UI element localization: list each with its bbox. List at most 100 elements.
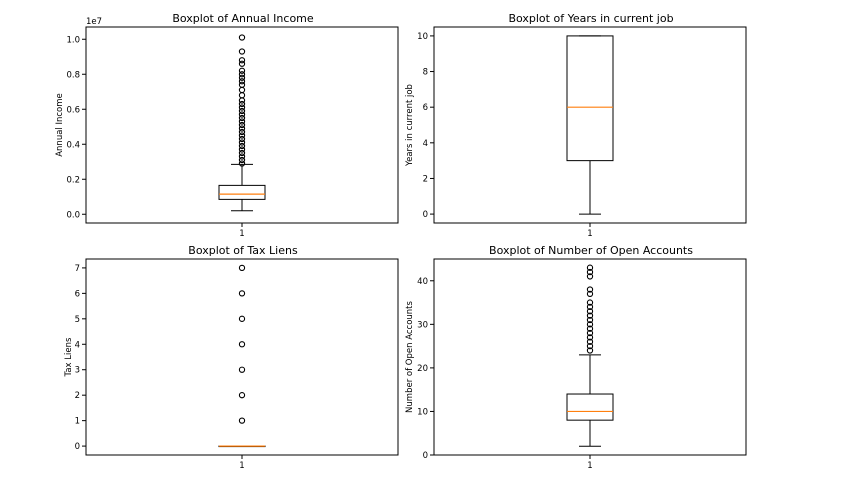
- y-tick-label: 0: [423, 451, 428, 461]
- outlier-point: [238, 135, 246, 143]
- chart-title: Boxplot of Years in current job: [508, 12, 673, 25]
- y-tick-label: 4: [75, 340, 80, 350]
- outlier-point: [586, 273, 594, 280]
- y-tick-label: 2: [423, 174, 428, 184]
- y-tick-label: 0.2: [66, 175, 80, 185]
- outlier-point: [238, 86, 246, 94]
- outlier-point: [238, 146, 246, 153]
- outlier-point: [238, 149, 246, 157]
- outlier-point: [238, 392, 246, 399]
- outlier-point: [238, 121, 246, 129]
- outlier-point: [238, 57, 246, 64]
- chart-title: Boxplot of Annual Income: [172, 12, 314, 25]
- outlier-point: [238, 78, 246, 85]
- y-tick-label: 4: [423, 139, 428, 149]
- y-tick-label: 0: [423, 210, 428, 220]
- outlier-point: [586, 334, 594, 341]
- outlier-point: [238, 156, 246, 164]
- outlier-point: [238, 67, 246, 74]
- y-tick-label: 7: [75, 264, 80, 274]
- x-tick-label: 1: [587, 461, 592, 471]
- x-tick-label: 1: [239, 461, 244, 471]
- outlier-point: [586, 329, 594, 337]
- outlier-point: [238, 139, 246, 146]
- panel-number-of-open-accounts: Boxplot of Number of Open Accounts Numbe…: [405, 244, 747, 471]
- outlier-point: [238, 160, 246, 167]
- y-tick-label: 0: [75, 442, 80, 452]
- outlier-point: [238, 142, 246, 150]
- box: [218, 184, 266, 200]
- outlier-point: [586, 321, 594, 328]
- outlier-point: [238, 34, 246, 41]
- outlier-point: [586, 316, 594, 324]
- chart-title: Boxplot of Tax Liens: [188, 244, 298, 257]
- outlier-point: [238, 128, 246, 136]
- plot-frame: [85, 258, 399, 456]
- panel-tax-liens: Boxplot of Tax Liens Tax Liens 01234567 …: [64, 244, 399, 471]
- outlier-point: [238, 107, 246, 115]
- y-axis-label: Tax Liens: [64, 337, 74, 377]
- y-tick-label: 10: [417, 407, 428, 417]
- outlier-point: [238, 118, 246, 125]
- outlier-point: [238, 341, 246, 348]
- y-tick-label: 30: [417, 320, 428, 330]
- outlier-point: [238, 111, 246, 118]
- outlier-point: [586, 308, 594, 315]
- outlier-point: [238, 132, 246, 139]
- outlier-point: [586, 342, 594, 350]
- y-tick-label: 20: [417, 364, 428, 374]
- y-tick-label: 0.4: [66, 140, 80, 150]
- panel-annual-income: Boxplot of Annual Income 1e7 Annual Inco…: [55, 12, 399, 239]
- outlier-point: [238, 153, 246, 160]
- outlier-point: [238, 366, 246, 373]
- outlier-point: [586, 325, 594, 332]
- y-multiplier-label: 1e7: [86, 17, 102, 27]
- y-tick-label: 1: [75, 417, 80, 427]
- box: [566, 393, 614, 421]
- y-tick-label: 0.8: [66, 70, 80, 80]
- outlier-point: [238, 417, 246, 424]
- outlier-point: [238, 114, 246, 122]
- y-tick-label: 6: [75, 289, 80, 299]
- outlier-point: [586, 286, 594, 293]
- outlier-point: [238, 81, 246, 88]
- outlier-point: [586, 299, 594, 306]
- y-axis-label: Years in current job: [405, 84, 415, 167]
- y-tick-label: 10: [417, 32, 428, 42]
- outlier-point: [238, 290, 246, 297]
- panel-years-in-current-job: Boxplot of Years in current job Years in…: [405, 12, 747, 239]
- y-tick-label: 3: [75, 366, 80, 376]
- y-axis-label: Annual Income: [55, 93, 65, 157]
- outlier-point: [238, 264, 246, 272]
- outlier-point: [238, 104, 246, 111]
- y-tick-label: 0.0: [66, 210, 80, 220]
- y-tick-label: 6: [423, 103, 428, 113]
- outlier-point: [238, 48, 246, 55]
- y-tick-label: 2: [75, 391, 80, 401]
- box: [566, 35, 614, 162]
- y-tick-label: 1.0: [66, 35, 80, 45]
- outlier-point: [238, 315, 246, 322]
- outlier-point: [238, 71, 246, 78]
- y-tick-label: 8: [423, 68, 428, 78]
- outlier-point: [586, 347, 594, 354]
- outlier-point: [238, 97, 246, 104]
- outlier-point: [238, 60, 246, 67]
- outlier-point: [586, 264, 594, 271]
- outlier-point: [586, 338, 594, 345]
- chart-title: Boxplot of Number of Open Accounts: [489, 244, 693, 257]
- outlier-point: [586, 268, 594, 276]
- x-tick-label: 1: [587, 229, 592, 239]
- outlier-point: [586, 303, 594, 311]
- outlier-point: [238, 74, 246, 81]
- y-tick-label: 40: [417, 277, 428, 287]
- y-axis-label: Number of Open Accounts: [405, 300, 415, 412]
- outlier-point: [238, 100, 246, 108]
- outlier-point: [238, 92, 246, 99]
- outlier-point: [238, 125, 246, 132]
- outlier-point: [586, 312, 594, 319]
- x-tick-label: 1: [239, 229, 244, 239]
- y-tick-label: 0.6: [66, 105, 80, 115]
- y-tick-label: 5: [75, 315, 80, 325]
